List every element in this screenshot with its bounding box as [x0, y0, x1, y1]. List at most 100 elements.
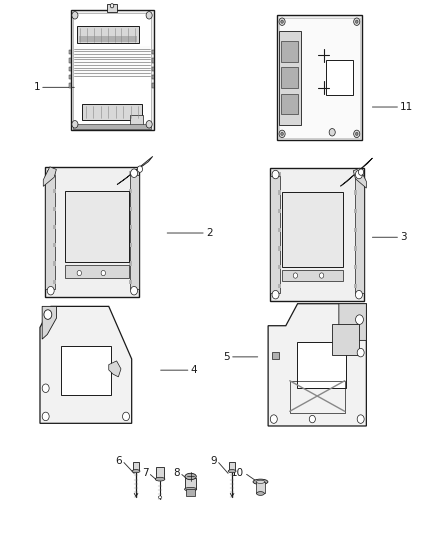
Bar	[69, 59, 71, 62]
Bar	[279, 18, 360, 138]
Circle shape	[357, 349, 364, 357]
Ellipse shape	[132, 470, 140, 473]
Circle shape	[309, 415, 315, 423]
Bar	[130, 115, 143, 126]
Polygon shape	[353, 168, 366, 188]
Bar	[278, 284, 281, 288]
Circle shape	[146, 120, 152, 128]
Bar	[354, 265, 357, 269]
Ellipse shape	[253, 479, 268, 484]
Circle shape	[131, 169, 138, 177]
Circle shape	[77, 270, 81, 276]
Bar	[354, 284, 357, 288]
Bar	[129, 261, 132, 265]
Bar	[71, 10, 153, 130]
Bar	[53, 243, 56, 247]
Bar	[278, 190, 281, 195]
Bar	[129, 189, 132, 193]
Bar	[53, 261, 56, 265]
Polygon shape	[43, 167, 57, 187]
Ellipse shape	[257, 491, 265, 495]
Circle shape	[279, 130, 285, 138]
Text: 9: 9	[210, 456, 217, 465]
Polygon shape	[340, 158, 372, 186]
Bar	[278, 209, 281, 213]
Text: 7: 7	[141, 468, 148, 478]
Circle shape	[44, 310, 52, 319]
Text: 8: 8	[173, 468, 180, 478]
Bar	[354, 190, 357, 195]
Circle shape	[329, 128, 335, 136]
Polygon shape	[117, 156, 153, 184]
Circle shape	[281, 20, 283, 23]
Bar	[133, 462, 139, 470]
Bar	[283, 192, 343, 266]
Bar	[129, 279, 132, 284]
Bar	[69, 75, 71, 79]
Bar	[60, 345, 111, 395]
Circle shape	[42, 384, 49, 392]
Bar	[272, 352, 279, 359]
Circle shape	[47, 169, 54, 177]
Bar	[279, 31, 301, 125]
Bar	[130, 175, 139, 289]
Bar	[281, 41, 298, 62]
Ellipse shape	[228, 470, 236, 473]
Bar	[82, 104, 142, 120]
Ellipse shape	[256, 480, 265, 483]
Bar	[281, 94, 298, 114]
Bar	[270, 168, 364, 301]
Bar	[354, 172, 357, 176]
Bar	[278, 228, 281, 232]
Circle shape	[72, 12, 78, 19]
Bar	[185, 478, 196, 489]
Bar	[129, 225, 132, 229]
Bar	[53, 225, 56, 229]
Bar	[283, 270, 343, 281]
Circle shape	[281, 132, 283, 135]
Bar	[354, 246, 357, 251]
Circle shape	[358, 169, 364, 175]
Bar	[53, 189, 56, 193]
Circle shape	[123, 412, 130, 421]
Bar	[69, 84, 71, 88]
Bar	[326, 60, 353, 95]
Circle shape	[357, 415, 364, 423]
Bar	[278, 246, 281, 251]
Bar	[69, 67, 71, 71]
Bar	[69, 50, 71, 54]
Circle shape	[356, 170, 362, 179]
Text: 1: 1	[33, 82, 40, 92]
Bar	[278, 172, 281, 176]
Bar	[65, 191, 129, 262]
Circle shape	[354, 130, 360, 138]
Ellipse shape	[155, 477, 165, 481]
Text: 10: 10	[231, 468, 244, 478]
Bar	[46, 167, 139, 297]
Circle shape	[42, 412, 49, 421]
Circle shape	[47, 286, 54, 295]
Circle shape	[101, 270, 106, 276]
Bar	[277, 15, 362, 140]
Text: 4: 4	[191, 365, 197, 375]
Bar	[229, 462, 235, 470]
Polygon shape	[339, 304, 366, 341]
Circle shape	[356, 290, 362, 299]
Ellipse shape	[158, 496, 162, 498]
Text: 5: 5	[223, 352, 230, 362]
Bar	[152, 75, 154, 79]
Bar	[53, 279, 56, 284]
Circle shape	[272, 290, 279, 299]
Bar	[270, 176, 280, 293]
Bar	[46, 175, 55, 289]
Circle shape	[272, 170, 279, 179]
Bar	[355, 176, 364, 293]
Bar	[186, 489, 195, 496]
Text: 11: 11	[400, 102, 413, 112]
Bar	[156, 467, 164, 479]
Text: 6: 6	[116, 456, 122, 465]
Ellipse shape	[185, 473, 196, 480]
Bar	[152, 50, 154, 54]
Circle shape	[354, 18, 360, 26]
Bar	[152, 84, 154, 88]
